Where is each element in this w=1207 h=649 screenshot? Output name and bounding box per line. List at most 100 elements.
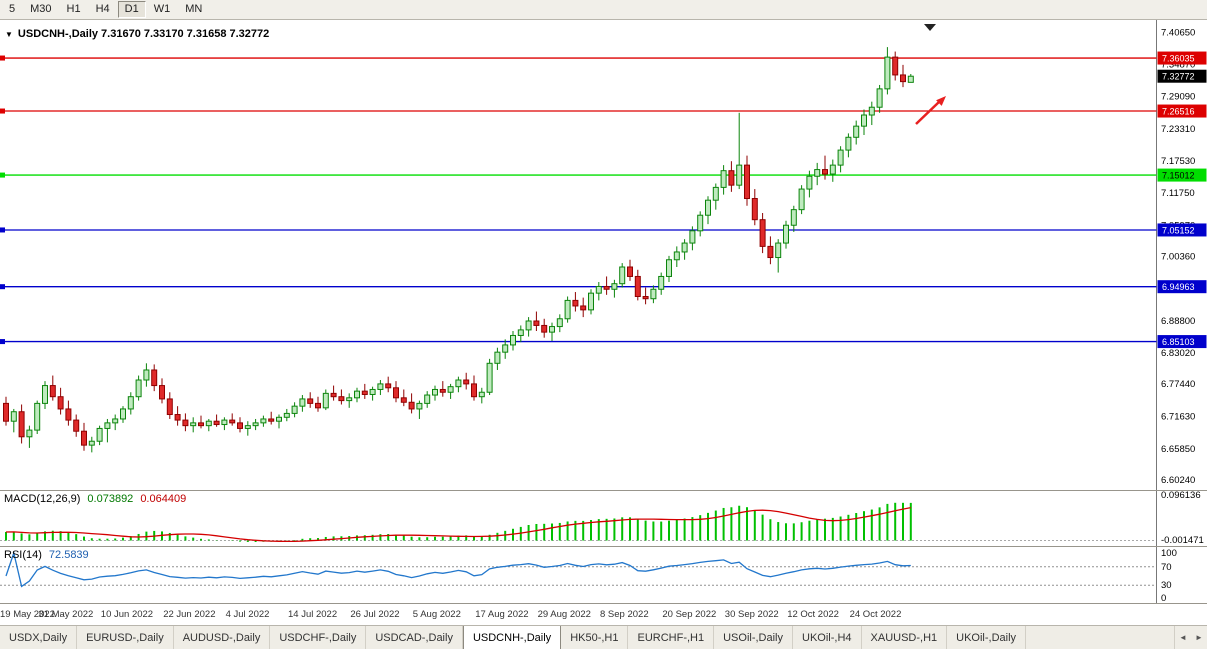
candle xyxy=(798,188,805,211)
candle xyxy=(572,299,579,307)
macd-signal-line xyxy=(5,506,911,543)
candle xyxy=(814,169,821,177)
candle xyxy=(377,383,384,390)
date-axis-label: 26 Jul 2022 xyxy=(350,609,400,620)
candle xyxy=(728,170,735,186)
price-tag-label: 7.26516 xyxy=(1162,107,1195,117)
candle xyxy=(57,396,64,410)
rsi-axis-label: 0 xyxy=(1161,593,1166,603)
price-tag xyxy=(1157,168,1207,182)
date-axis-label: 12 Oct 2022 xyxy=(787,609,839,620)
rsi-chart[interactable]: 100 70 30 0 xyxy=(0,547,1207,603)
chart-tab-eurusd-daily[interactable]: EURUSD-,Daily xyxy=(77,626,174,649)
chart-tab-usdchf-daily[interactable]: USDCHF-,Daily xyxy=(270,626,367,649)
chart-tab-usdx-daily[interactable]: USDX,Daily xyxy=(0,626,78,649)
price-axis-label: 6.60240 xyxy=(1161,475,1195,486)
candle xyxy=(868,106,875,116)
chart-tabs: USDX,Daily EURUSD-,Daily AUDUSD-,Daily USDC… xyxy=(0,625,1207,649)
trend-arrow-annotation[interactable] xyxy=(915,96,946,125)
date-axis: 19 May 2022 31 May 2022 10 Jun 2022 22 Jun … xyxy=(0,603,1207,625)
price-axis-label: 6.83020 xyxy=(1161,348,1195,359)
candle xyxy=(502,344,509,353)
timeframe-toolbar: 5 M30 H1 H4 D1 W1 MN xyxy=(0,0,1207,20)
timeframe-button-5[interactable]: 5 xyxy=(9,3,16,15)
timeframe-button-h1[interactable]: H1 xyxy=(66,3,81,15)
tab-scroll-left-icon[interactable]: ◄ xyxy=(1179,633,1187,642)
macd-chart[interactable]: 0.096136 -0.001471 xyxy=(0,491,1207,546)
candle xyxy=(49,385,56,398)
current-price-tag xyxy=(1157,69,1207,83)
candle xyxy=(330,392,337,398)
symbol-dropdown-icon[interactable]: ▼ xyxy=(5,29,13,39)
price-axis-label: 6.71630 xyxy=(1161,412,1195,423)
panel-separator[interactable] xyxy=(0,546,1207,547)
candle xyxy=(221,419,228,426)
chart-tab-xauusd-h1[interactable]: XAUUSD-,H1 xyxy=(862,626,948,649)
price-tag xyxy=(1157,51,1207,65)
candle xyxy=(88,440,95,446)
candle xyxy=(720,170,727,188)
date-axis-label: 22 Jun 2022 xyxy=(163,609,216,620)
candle xyxy=(525,320,532,331)
panel-separator[interactable] xyxy=(0,490,1207,491)
candle xyxy=(151,369,158,387)
candle xyxy=(783,224,789,244)
candle xyxy=(205,420,212,427)
candle xyxy=(884,56,891,90)
candle xyxy=(127,396,134,410)
candle xyxy=(837,149,844,166)
chart-tab-usdcad-daily[interactable]: USDCAD-,Daily xyxy=(366,626,463,649)
candle xyxy=(853,125,860,138)
price-tag-label: 7.15012 xyxy=(1162,171,1195,181)
date-axis-label: 29 Aug 2022 xyxy=(537,609,591,620)
level-line-anchor xyxy=(0,339,5,345)
chart-tab-hk50-h1[interactable]: HK50-,H1 xyxy=(561,626,629,649)
chart-tab-audusd-daily[interactable]: AUDUSD-,Daily xyxy=(174,626,271,649)
candle xyxy=(229,419,236,424)
candle xyxy=(564,299,571,320)
chart-tab-usdcnh-daily[interactable]: USDCNH-,Daily xyxy=(462,626,562,649)
chart-tab-ukoil-daily[interactable]: UKOil-,Daily xyxy=(947,626,1027,649)
chart-shift-marker-icon[interactable] xyxy=(924,24,936,31)
candle xyxy=(120,408,126,420)
candle xyxy=(876,88,883,108)
candle xyxy=(338,396,345,402)
candle xyxy=(736,164,743,186)
price-axis-label: 7.00360 xyxy=(1161,252,1195,263)
price-tag-label: 6.85103 xyxy=(1162,337,1195,347)
timeframe-button-mn[interactable]: MN xyxy=(185,3,203,15)
timeframe-button-h4[interactable]: H4 xyxy=(95,3,110,15)
price-tag xyxy=(1157,223,1207,237)
candle xyxy=(104,422,111,429)
timeframe-button-d1[interactable]: D1 xyxy=(117,1,146,18)
candle xyxy=(751,198,758,221)
macd-axis-label: -0.001471 xyxy=(1161,535,1204,546)
candle xyxy=(611,283,618,290)
chart-tab-usoil-daily[interactable]: USOil-,Daily xyxy=(714,626,794,649)
tab-scroll-buttons: ◄ ► xyxy=(1174,626,1207,649)
candle xyxy=(634,275,641,297)
candle xyxy=(455,379,462,388)
main-chart-panel: 7.40650 7.34870 7.29090 7.23310 7.17530 7.117… xyxy=(0,20,1207,490)
candle xyxy=(767,245,774,259)
candle xyxy=(845,136,852,151)
price-chart[interactable]: 7.40650 7.34870 7.29090 7.23310 7.17530 7.117… xyxy=(0,20,1207,490)
chart-tab-ukoil-h4[interactable]: UKOil-,H4 xyxy=(793,626,862,649)
chart-tab-eurchf-h1[interactable]: EURCHF-,H1 xyxy=(628,626,715,649)
date-axis-label: 24 Oct 2022 xyxy=(849,609,902,620)
timeframe-button-w1[interactable]: W1 xyxy=(153,3,171,15)
date-axis-label: 8 Sep 2022 xyxy=(600,609,649,620)
candle xyxy=(900,74,906,83)
candle xyxy=(697,214,704,232)
candle xyxy=(642,295,649,300)
candle xyxy=(182,419,189,427)
price-axis-label: 6.77440 xyxy=(1161,379,1195,390)
candle xyxy=(494,351,501,364)
timeframe-button-m30[interactable]: M30 xyxy=(30,3,52,15)
candle xyxy=(393,387,399,399)
candle xyxy=(759,219,766,247)
tab-scroll-right-icon[interactable]: ► xyxy=(1195,633,1203,642)
current-price-tag-label: 7.32772 xyxy=(1162,72,1195,82)
candle xyxy=(361,390,368,395)
